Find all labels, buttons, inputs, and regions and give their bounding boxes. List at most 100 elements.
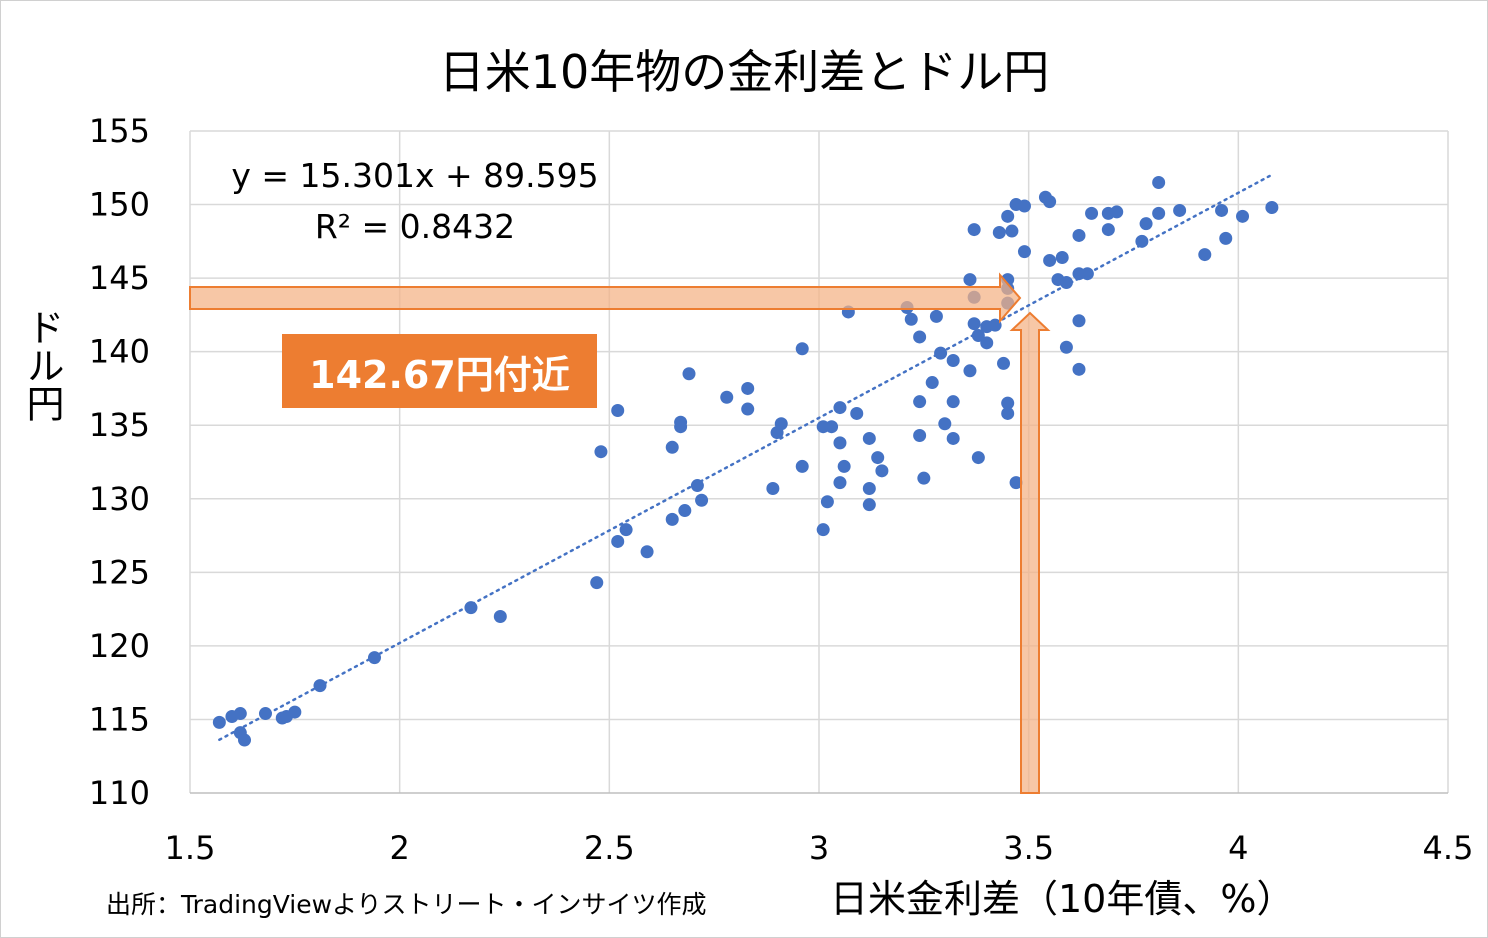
data-point (594, 445, 608, 459)
data-point (850, 406, 864, 420)
data-point (493, 609, 507, 623)
data-point (816, 523, 830, 537)
y-tick-label: 120 (89, 627, 150, 665)
data-point (720, 390, 734, 404)
data-point (619, 523, 633, 537)
y-axis-title: ドル円 (20, 308, 64, 422)
x-tick-label: 2 (389, 829, 409, 867)
y-tick-label: 155 (89, 112, 150, 150)
data-point (1072, 362, 1086, 376)
data-point (741, 402, 755, 416)
data-point (258, 707, 272, 721)
data-point (938, 417, 952, 431)
data-point (1001, 406, 1015, 420)
data-point (1236, 209, 1250, 223)
data-point (1059, 340, 1073, 354)
y-tick-label: 130 (89, 480, 150, 518)
data-point (1080, 267, 1094, 281)
y-tick-label: 110 (89, 774, 150, 812)
data-point (766, 481, 780, 495)
data-point (992, 226, 1006, 240)
trendline-group (218, 173, 1274, 742)
data-point (590, 576, 604, 590)
data-point (1072, 228, 1086, 242)
y-tick-label: 135 (89, 406, 150, 444)
annotation-label: 142.67円付近 (282, 334, 597, 408)
data-point (774, 417, 788, 431)
data-point (837, 459, 851, 473)
data-point (833, 436, 847, 450)
data-point (967, 223, 981, 237)
data-point (665, 440, 679, 454)
data-point (820, 495, 834, 509)
data-point (1001, 396, 1015, 410)
data-point (1101, 223, 1115, 237)
data-point (1009, 476, 1023, 490)
data-point (1219, 231, 1233, 245)
data-point (946, 431, 960, 445)
data-point (1215, 203, 1229, 217)
data-point (980, 336, 994, 350)
data-point (913, 330, 927, 344)
data-point (674, 420, 688, 434)
data-point (1017, 245, 1031, 259)
data-point (929, 309, 943, 323)
data-point (862, 481, 876, 495)
data-point (971, 451, 985, 465)
data-point (1001, 209, 1015, 223)
data-point (1059, 276, 1073, 290)
vertical-arrow (1009, 311, 1051, 794)
data-point (1110, 205, 1124, 219)
data-point (238, 733, 252, 747)
data-point (963, 364, 977, 378)
data-point (904, 312, 918, 326)
data-point (212, 715, 226, 729)
data-point (1085, 206, 1099, 220)
data-point (741, 381, 755, 395)
data-point (678, 504, 692, 518)
data-point (464, 601, 478, 615)
data-point (611, 534, 625, 548)
data-point (1135, 234, 1149, 248)
data-point (1139, 217, 1153, 231)
data-point (690, 479, 704, 493)
data-point (233, 707, 247, 721)
data-point (913, 429, 927, 443)
data-point (1055, 251, 1069, 265)
data-point (862, 498, 876, 512)
data-point (695, 493, 709, 507)
data-point (925, 376, 939, 390)
data-point (1198, 248, 1212, 262)
data-point (833, 401, 847, 415)
data-point (313, 679, 327, 693)
data-point (682, 367, 696, 381)
data-point (665, 512, 679, 526)
x-tick-label: 4.5 (1423, 829, 1474, 867)
data-points (212, 175, 1279, 747)
data-point (1017, 199, 1031, 213)
y-tick-label: 140 (89, 333, 150, 371)
data-point (288, 705, 302, 719)
y-tick-label: 115 (89, 700, 150, 738)
horizontal-arrow (189, 272, 1022, 324)
y-tick-label: 125 (89, 553, 150, 591)
data-point (825, 420, 839, 434)
trendline (218, 173, 1274, 742)
data-point (833, 476, 847, 490)
data-point (913, 395, 927, 409)
data-point (946, 395, 960, 409)
x-tick-label: 1.5 (165, 829, 216, 867)
data-point (997, 356, 1011, 370)
data-point (611, 404, 625, 418)
data-point (1043, 195, 1057, 209)
x-tick-label: 3.5 (1003, 829, 1054, 867)
data-point (1043, 253, 1057, 267)
x-tick-label: 2.5 (584, 829, 635, 867)
data-point (971, 328, 985, 342)
data-point (640, 545, 654, 559)
data-point (1265, 200, 1279, 214)
data-point (934, 346, 948, 360)
data-point (795, 342, 809, 356)
r-squared-label: R² = 0.8432 (314, 207, 516, 246)
